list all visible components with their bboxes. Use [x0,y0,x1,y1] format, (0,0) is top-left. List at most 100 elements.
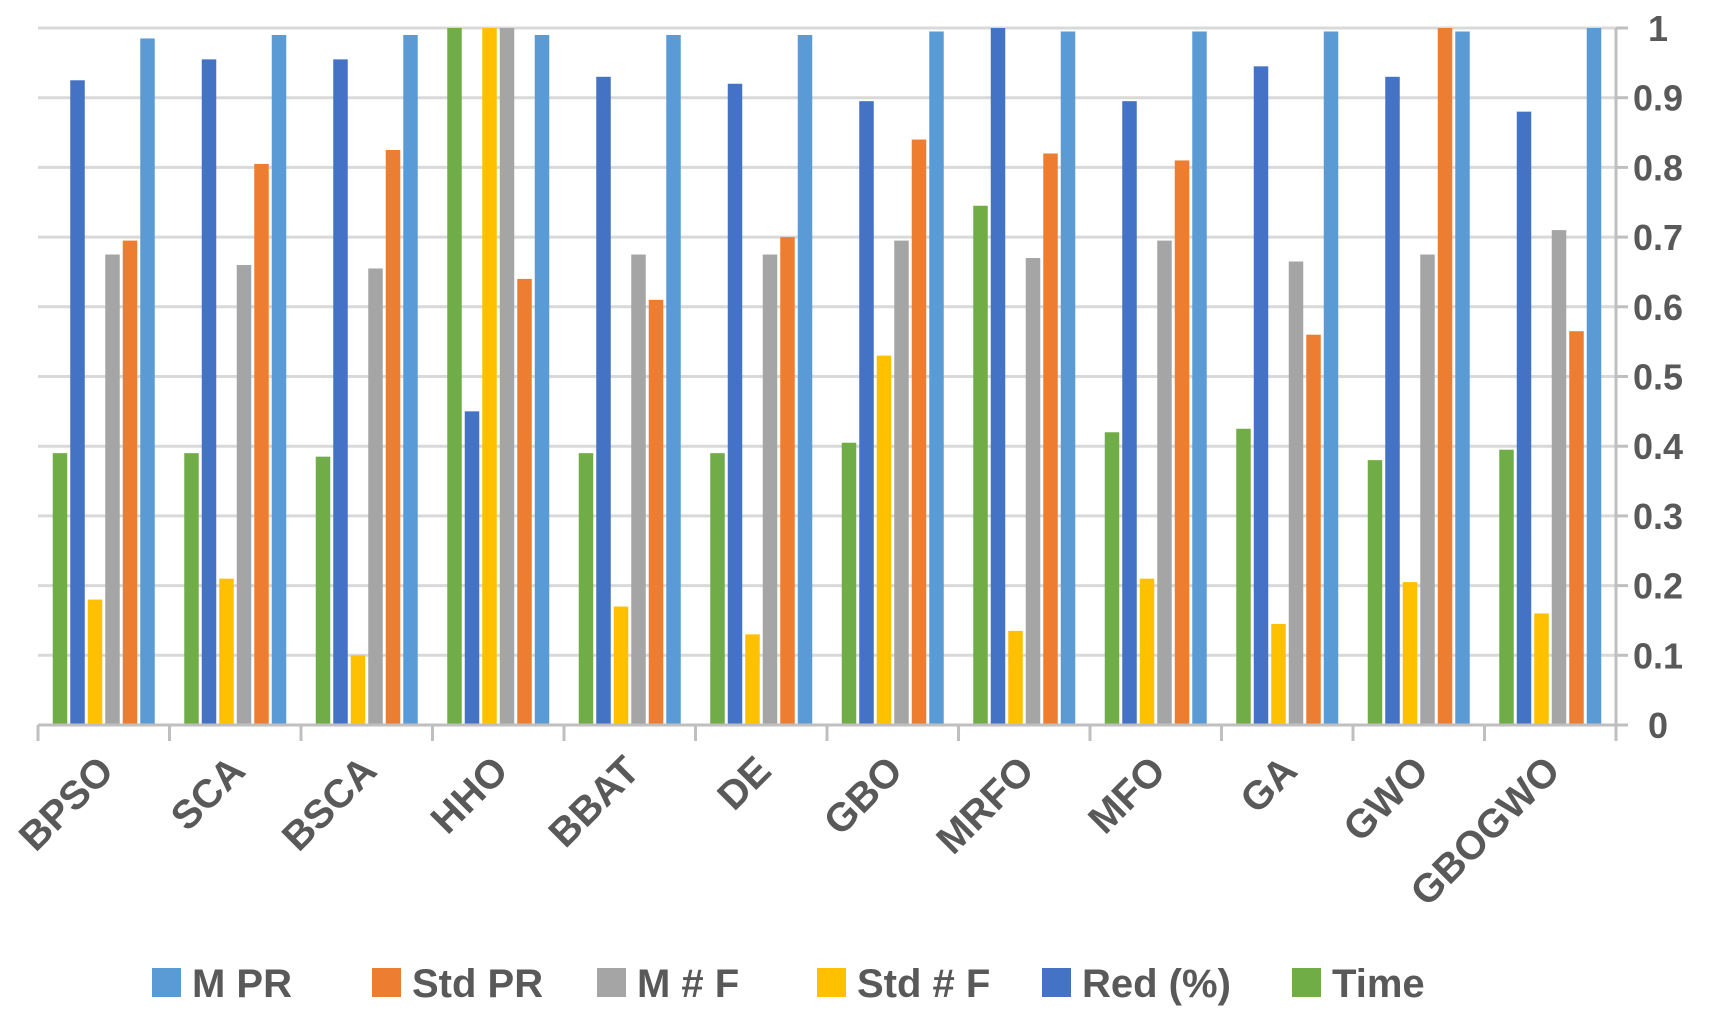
bar-time-bpso [52,453,68,725]
bar-m-f-hho [499,28,515,725]
bar-m-f-bpso [105,254,120,725]
bar-m-pr-bbat [666,34,681,726]
legend-swatch [372,968,401,997]
legend-label: Std PR [412,962,543,1006]
bar-m-f-gwo [1420,254,1435,725]
bar-std-f-gbogwo [1534,613,1549,725]
bar-std-pr-gbogwo [1569,331,1584,725]
x-tick-label: BPSO [11,748,122,859]
bar-m-pr-mfo [1192,31,1207,726]
bar-time-bsca [315,456,331,725]
bar-std-f-mfo [1139,578,1155,725]
bar-m-f-gbogwo [1551,230,1567,725]
y-tick-label: 0.5 [1633,357,1683,398]
bar-m-pr-mrfo [1060,31,1076,726]
x-tick-label: HHO [423,748,517,842]
y-tick-label: 0.7 [1633,217,1683,258]
y-tick-label: 0.8 [1633,147,1683,188]
bar-std-f-bbat [613,606,629,725]
x-tick-label: BBAT [541,748,649,856]
bar-time-gbogwo [1499,449,1514,725]
bar-std-pr-mfo [1174,160,1190,725]
y-tick-label: 1 [1648,8,1668,49]
bar-m-pr-bsca [403,34,418,726]
x-tick-label: BSCA [274,748,385,859]
bar-m-f-mfo [1157,240,1172,725]
bar-m-pr-gbogwo [1586,28,1602,725]
bar-m-pr-de [797,34,813,726]
bar-m-f-sca [236,264,252,725]
x-tick-label: SCA [163,748,254,839]
bar-red-bsca [333,59,348,726]
bar-std-pr-bsca [385,149,401,726]
legend-label: Std # F [857,962,990,1006]
x-tick-label: DE [709,748,779,818]
bar-time-sca [184,453,199,725]
bar-red-ga [1253,66,1269,725]
bar-m-pr-gbo [929,31,944,726]
bar-m-f-bsca [368,268,383,725]
bar-time-de [710,453,725,725]
y-tick-label: 0.1 [1633,635,1683,676]
y-tick-label: 0.2 [1633,566,1683,607]
bar-m-f-bbat [631,254,646,725]
bar-std-f-ga [1271,623,1286,725]
x-tick-label: GBO [816,748,912,844]
bar-std-pr-bpso [122,240,138,725]
bar-m-pr-hho [534,34,550,726]
x-tick-label: GA [1232,748,1306,822]
bar-std-pr-ga [1306,334,1321,725]
y-tick-label: 0.3 [1633,496,1683,537]
bar-m-f-mrfo [1025,258,1041,725]
bar-time-gbo [841,442,857,725]
bar-std-pr-mrfo [1043,153,1058,725]
bar-m-pr-sca [271,34,287,726]
legend-swatch [152,968,181,997]
legend: M PR Std PR M # F Std # F Red (%) Time [152,962,1425,1006]
y-tick-label: 0 [1648,705,1668,746]
bar-std-pr-gwo [1437,28,1453,725]
bar-red-bbat [596,76,611,726]
bar-time-hho [447,28,462,725]
bar-red-bpso [70,80,85,725]
y-tick-label: 0.6 [1633,287,1683,328]
bar-time-mrfo [973,205,988,726]
y-tick-label: 0.9 [1633,78,1683,119]
x-tick-label: MFO [1080,748,1174,842]
legend-swatch [597,968,626,997]
bar-red-gbogwo [1516,111,1532,725]
bar-std-f-mrfo [1008,630,1023,725]
bars [52,28,1602,726]
bar-std-f-gbo [876,355,892,725]
bar-time-gwo [1367,460,1383,725]
bar-time-mfo [1104,432,1120,725]
bar-std-pr-gbo [911,139,927,725]
bar-red-mrfo [990,28,1006,725]
legend-swatch [1292,968,1321,997]
legend-label: Time [1332,962,1425,1006]
legend-swatch [817,968,846,997]
x-tick-label: GWO [1335,748,1437,850]
bar-red-de [727,83,743,725]
bar-m-f-ga [1288,261,1304,725]
bar-std-f-gwo [1402,582,1418,725]
bar-m-f-de [762,254,778,725]
bar-m-pr-gwo [1455,31,1470,726]
bar-std-pr-hho [517,278,532,725]
bar-red-mfo [1122,101,1137,725]
bar-m-pr-bpso [140,38,155,725]
bar-red-gbo [859,101,874,725]
bar-std-pr-de [780,237,795,725]
bar-std-pr-sca [254,163,269,726]
gridlines [38,26,1616,727]
bar-std-pr-bbat [648,299,664,725]
bar-m-pr-ga [1323,31,1339,726]
bar-std-f-bsca [350,655,366,725]
bar-std-f-sca [219,578,234,725]
bar-red-hho [464,411,480,725]
x-tick-label: MRFO [928,748,1042,862]
legend-swatch [1042,968,1071,997]
bar-time-bbat [578,453,594,725]
y-tick-label: 0.4 [1633,426,1683,467]
